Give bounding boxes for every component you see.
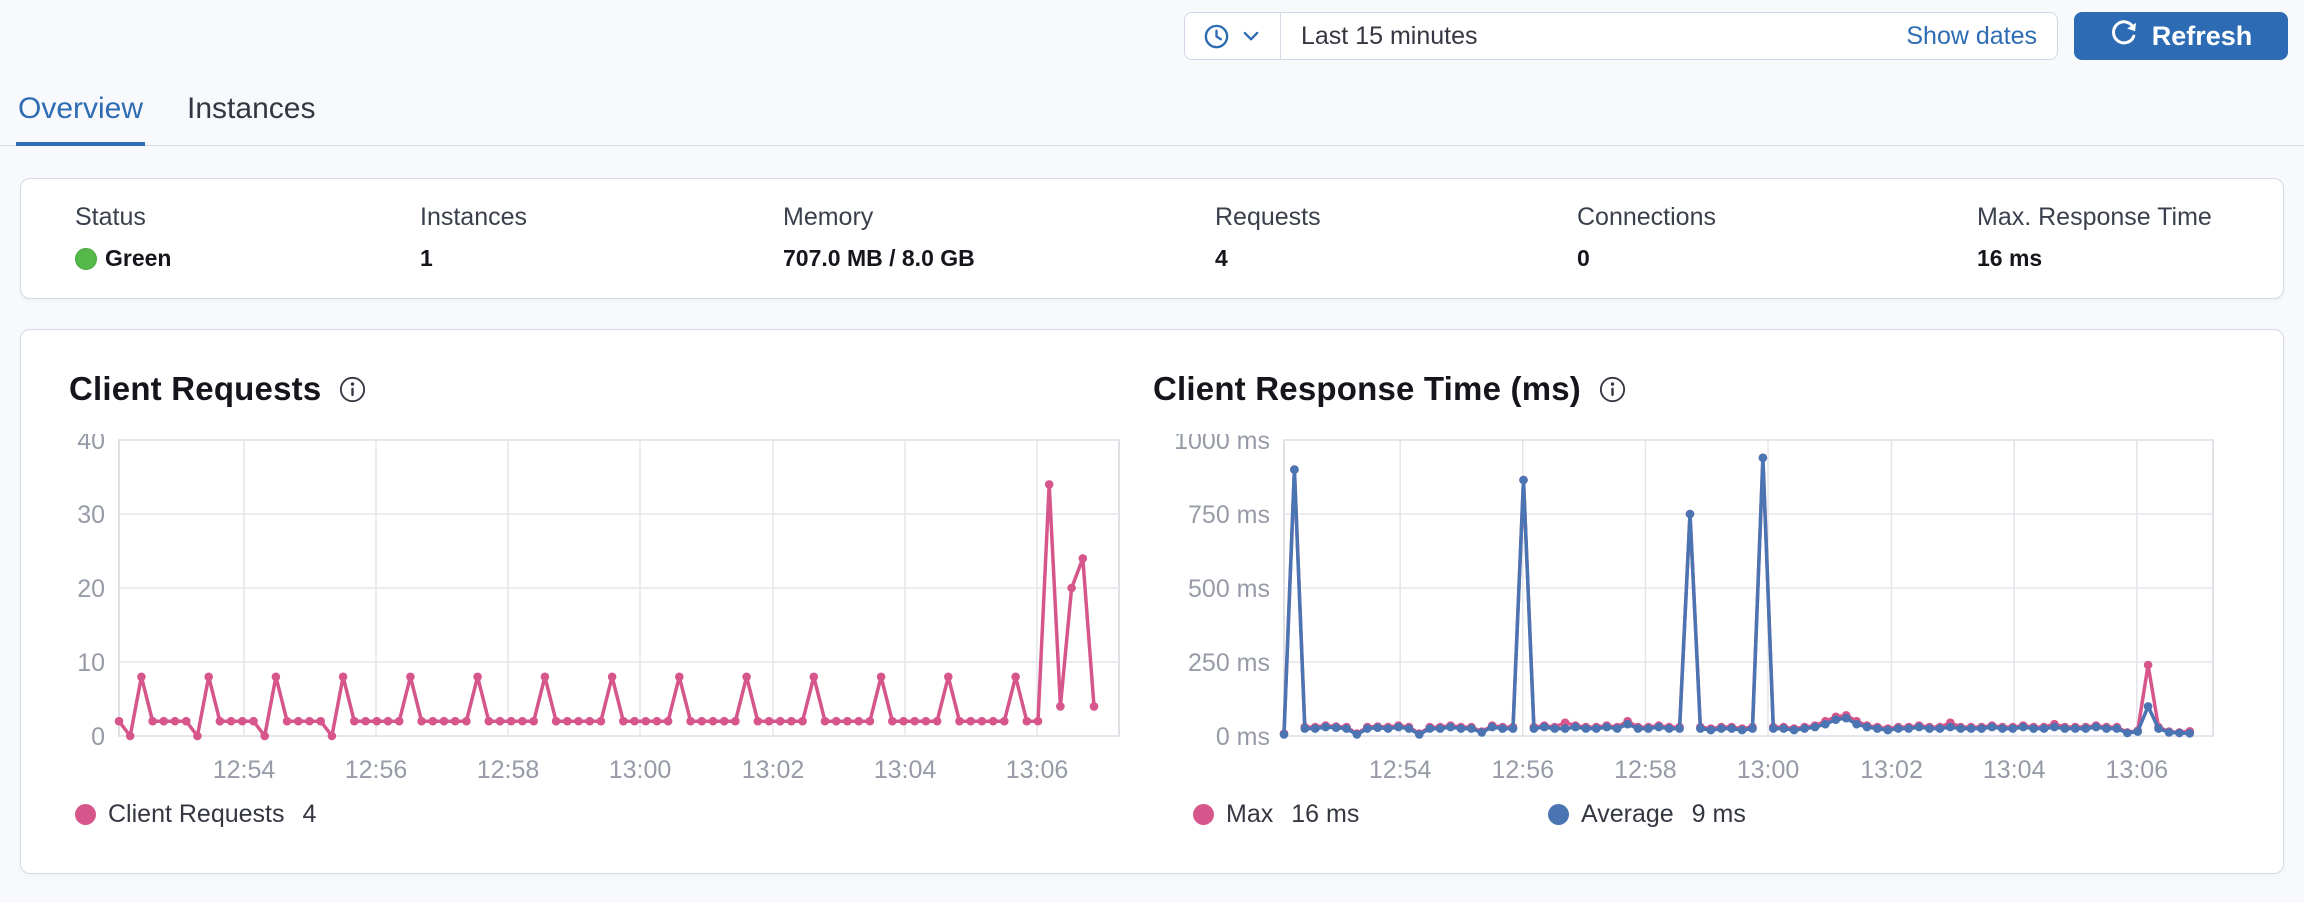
chart-title: Client Requests bbox=[69, 370, 322, 407]
chart-title-row: Client Response Time (ms) bbox=[1153, 370, 2237, 408]
refresh-button[interactable]: Refresh bbox=[2074, 12, 2288, 60]
svg-text:12:54: 12:54 bbox=[1369, 756, 1432, 784]
status-text: Green bbox=[105, 245, 172, 271]
stat-max-response-time: Max. Response Time 16 ms bbox=[1977, 203, 2212, 272]
topbar: Last 15 minutes Show dates Refresh bbox=[0, 0, 2304, 60]
legend-item-client-requests[interactable]: Client Requests 4 bbox=[75, 800, 430, 829]
chart-plot-area[interactable]: 0 10 20 30 40 12:54 12:56 12:58 13:00 13:02 13:04 1… bbox=[69, 427, 1153, 786]
stats-panel: Status Green Instances 1 Memory 707.0 MB… bbox=[20, 178, 2284, 299]
refresh-button-label: Refresh bbox=[2151, 20, 2253, 51]
svg-text:30: 30 bbox=[77, 501, 105, 529]
stat-value: 1 bbox=[420, 245, 433, 271]
svg-text:500 ms: 500 ms bbox=[1188, 575, 1270, 603]
client-response-time-chart: Client Response Time (ms) 0 ms 250 ms 500 … bbox=[1153, 370, 2237, 851]
svg-text:13:04: 13:04 bbox=[1983, 756, 2046, 784]
tab-instances[interactable]: Instances bbox=[185, 86, 317, 146]
time-range-text: Last 15 minutes bbox=[1301, 21, 1478, 50]
legend-series-name: Max bbox=[1226, 800, 1274, 828]
legend-series-value: 4 bbox=[302, 800, 317, 828]
stat-label: Status bbox=[75, 203, 146, 231]
svg-text:13:02: 13:02 bbox=[742, 756, 805, 784]
stat-label: Requests bbox=[1215, 203, 1321, 231]
quick-select-button[interactable] bbox=[1185, 13, 1281, 59]
time-range-display[interactable]: Last 15 minutes Show dates bbox=[1281, 13, 2057, 59]
status-green-dot bbox=[75, 247, 97, 270]
svg-text:10: 10 bbox=[77, 649, 105, 677]
tab-overview[interactable]: Overview bbox=[16, 86, 146, 146]
svg-text:0 ms: 0 ms bbox=[1216, 723, 1270, 751]
stat-value: 4 bbox=[1215, 245, 1228, 271]
legend-series-value: 16 ms bbox=[1291, 800, 1360, 828]
chart-legend: Max 16 ms Average 9 ms bbox=[1153, 800, 2237, 829]
stat-value: 707.0 MB / 8.0 GB bbox=[783, 245, 975, 271]
svg-text:12:56: 12:56 bbox=[1491, 756, 1554, 784]
chart-title: Client Response Time (ms) bbox=[1153, 370, 1581, 407]
stat-connections: Connections 0 bbox=[1577, 203, 1977, 272]
svg-text:12:54: 12:54 bbox=[213, 756, 276, 784]
show-dates-link[interactable]: Show dates bbox=[1906, 21, 2037, 50]
stat-memory: Memory 707.0 MB / 8.0 GB bbox=[783, 203, 1215, 272]
chart-plot-area[interactable]: 0 ms 250 ms 500 ms 750 ms 1000 ms 12:54 12:56 1… bbox=[1153, 427, 2237, 786]
svg-text:250 ms: 250 ms bbox=[1188, 649, 1270, 677]
stat-status: Status Green bbox=[75, 203, 420, 272]
time-picker: Last 15 minutes Show dates bbox=[1184, 12, 2058, 60]
legend-series-name: Client Requests bbox=[108, 800, 285, 828]
svg-text:13:00: 13:00 bbox=[1737, 756, 1800, 784]
chart-title-row: Client Requests bbox=[69, 370, 1153, 408]
clock-icon bbox=[1203, 23, 1230, 50]
svg-text:20: 20 bbox=[77, 575, 105, 603]
stat-instances: Instances 1 bbox=[420, 203, 783, 272]
svg-text:13:02: 13:02 bbox=[1860, 756, 1923, 784]
legend-item-max[interactable]: Max 16 ms bbox=[1193, 800, 1548, 829]
stat-label: Connections bbox=[1577, 203, 1716, 231]
legend-series-name: Average bbox=[1581, 800, 1674, 828]
svg-text:13:04: 13:04 bbox=[874, 756, 937, 784]
svg-text:1000 ms: 1000 ms bbox=[1174, 434, 1270, 455]
svg-text:13:06: 13:06 bbox=[1006, 756, 1069, 784]
stat-label: Instances bbox=[420, 203, 528, 231]
stat-value: 16 ms bbox=[1977, 245, 2043, 271]
chart-legend: Client Requests 4 bbox=[69, 800, 1153, 829]
svg-text:750 ms: 750 ms bbox=[1188, 501, 1270, 529]
stat-value: 0 bbox=[1577, 245, 1590, 271]
svg-text:12:58: 12:58 bbox=[477, 756, 540, 784]
legend-dot bbox=[1548, 804, 1569, 825]
legend-dot bbox=[75, 804, 96, 825]
info-icon[interactable] bbox=[339, 376, 366, 403]
legend-dot bbox=[1193, 804, 1214, 825]
svg-text:0: 0 bbox=[91, 723, 105, 751]
stat-label: Memory bbox=[783, 203, 874, 231]
stat-label: Max. Response Time bbox=[1977, 203, 2212, 231]
refresh-icon bbox=[2110, 19, 2138, 54]
stat-value: Green bbox=[75, 245, 420, 272]
charts-panel: Client Requests 0 10 20 30 40 12:54 12:56 12:58… bbox=[20, 329, 2284, 874]
info-icon[interactable] bbox=[1599, 376, 1626, 403]
client-requests-chart: Client Requests 0 10 20 30 40 12:54 12:56 12:58… bbox=[69, 370, 1153, 851]
tab-bar: Overview Instances bbox=[0, 86, 2304, 146]
svg-text:40: 40 bbox=[77, 434, 105, 455]
legend-series-value: 9 ms bbox=[1691, 800, 1746, 828]
stat-requests: Requests 4 bbox=[1215, 203, 1577, 272]
svg-text:13:06: 13:06 bbox=[2106, 756, 2169, 784]
svg-text:12:56: 12:56 bbox=[345, 756, 408, 784]
chevron-down-icon bbox=[1240, 25, 1262, 47]
svg-text:12:58: 12:58 bbox=[1614, 756, 1677, 784]
svg-text:13:00: 13:00 bbox=[609, 756, 672, 784]
legend-item-average[interactable]: Average 9 ms bbox=[1548, 800, 1903, 829]
